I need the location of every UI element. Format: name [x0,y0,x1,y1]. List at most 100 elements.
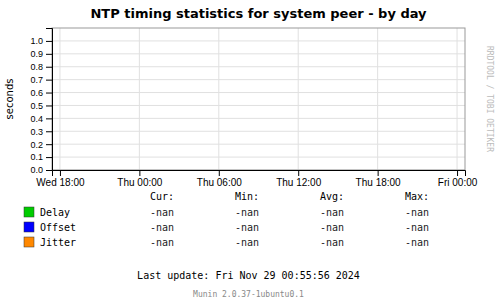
x-tick: Thu 12:00 [276,170,321,188]
y-tick: 0.1 [30,152,52,162]
title: NTP timing statistics for system peer - … [90,6,427,21]
table-cell: -nan [405,237,429,248]
x-tick-mark [219,170,220,176]
y-tick: 0.0 [30,165,52,175]
table-cell: -nan [150,237,174,248]
x-axis: Wed 18:00 Thu 00:00 Thu 06:00 Thu 12:00 Thu … [36,170,477,188]
y-tick-mark [46,54,52,55]
y-tick: 0.4 [30,114,52,124]
grid-line [59,28,60,170]
grid-line [457,28,458,170]
y-tick-label: 0.9 [30,49,43,59]
legend-swatch [24,207,34,217]
table-cell: -nan [235,237,259,248]
table-cell: -nan [235,207,259,218]
x-tick-mark [139,170,140,176]
y-tick: 0.6 [30,88,52,98]
x-tick-label: Thu 00:00 [117,177,162,188]
last-update: Last update: Fri Nov 29 00:55:56 2024 [137,270,360,281]
grid-line [52,157,465,158]
x-tick: Thu 06:00 [197,170,242,188]
y-tick-mark [46,105,52,106]
table-cell: -nan [405,207,429,218]
y-tick: 1.0 [30,36,52,46]
y-tick: 0.5 [30,101,52,111]
y-tick: 0.7 [30,75,52,85]
y-tick: 0.2 [30,140,52,150]
y-axis-line [46,29,53,171]
y-tick: 0.3 [30,127,52,137]
x-tick-mark [60,170,61,176]
table-cell: -nan [320,222,344,233]
y-tick-mark [46,170,52,171]
grid-line [218,28,219,170]
grid-line [52,144,465,145]
x-tick: Wed 18:00 [36,170,85,188]
y-tick-label: 0.2 [30,140,43,150]
y-tick-label: 1.0 [30,36,43,46]
x-tick-mark [457,170,458,176]
table-cell: -nan [320,207,344,218]
x-tick-label: Thu 12:00 [276,177,321,188]
grid-line [377,28,378,170]
y-tick: 0.8 [30,62,52,72]
legend-swatch [24,237,34,247]
watermark: RRDTOOL / TOBI OETIKER [485,46,494,152]
version: Munin 2.0.37-1ubuntu0.1 [193,290,304,299]
table-header: Cur: [150,191,174,202]
grid-line [139,28,140,170]
y-tick-mark [46,41,52,42]
y-axis: 0.0 0.1 0.2 0.3 0.4 0.5 0.6 0.7 0.8 0.9 1.0 [30,29,52,176]
table-header: Min: [235,191,259,202]
grid-line [298,28,299,170]
x-tick-label: Thu 18:00 [356,177,401,188]
y-tick-mark [46,157,52,158]
x-axis-line [53,171,466,177]
grid-line [52,105,465,106]
x-tick-label: Fri 00:00 [438,177,478,188]
x-tick-mark [378,170,379,176]
y-tick-mark [46,67,52,68]
table-cell: -nan [150,207,174,218]
y-tick-mark [46,144,52,145]
x-tick-label: Wed 18:00 [36,177,85,188]
y-tick-label: 0.4 [30,114,43,124]
table-header: Max: [405,191,429,202]
y-tick: 0.9 [30,49,52,59]
y-axis-title: seconds [4,79,15,120]
y-tick-mark [46,131,52,132]
grid-line [52,53,465,54]
table-cell: -nan [150,222,174,233]
legend-swatch [24,222,34,232]
y-tick-label: 0.8 [30,62,43,72]
y-tick-mark [46,118,52,119]
table-cell: -nan [320,237,344,248]
legend-label: Delay [40,207,70,218]
table-cell: -nan [235,222,259,233]
grid-line [52,79,465,80]
grid [52,28,465,170]
table-cell: -nan [405,222,429,233]
y-tick-label: 0.5 [30,101,43,111]
grid-line [52,92,465,93]
plot: Wed 18:00 Thu 00:00 Thu 06:00 Thu 12:00 Thu … [30,28,477,188]
y-tick-label: 0.6 [30,88,43,98]
y-tick-label: 0.0 [30,165,43,175]
legend-table: Cur: Min: Avg: Max: Delay Offset Jitter -nan -na… [24,191,429,248]
x-tick: Thu 00:00 [117,170,162,188]
y-tick-mark [46,80,52,81]
chart: NTP timing statistics for system peer - … [0,0,497,304]
grid-line [52,118,465,119]
x-tick: Fri 00:00 [438,170,478,188]
grid-line [52,40,465,41]
y-tick-mark [46,93,52,94]
legend-label: Jitter [40,237,76,248]
legend-label: Offset [40,222,76,233]
grid-line [52,131,465,132]
y-tick-label: 0.7 [30,75,43,85]
x-tick-label: Thu 06:00 [197,177,242,188]
table-header: Avg: [320,191,344,202]
y-tick-label: 0.1 [30,152,43,162]
y-tick-label: 0.3 [30,127,43,137]
x-tick-mark [298,170,299,176]
